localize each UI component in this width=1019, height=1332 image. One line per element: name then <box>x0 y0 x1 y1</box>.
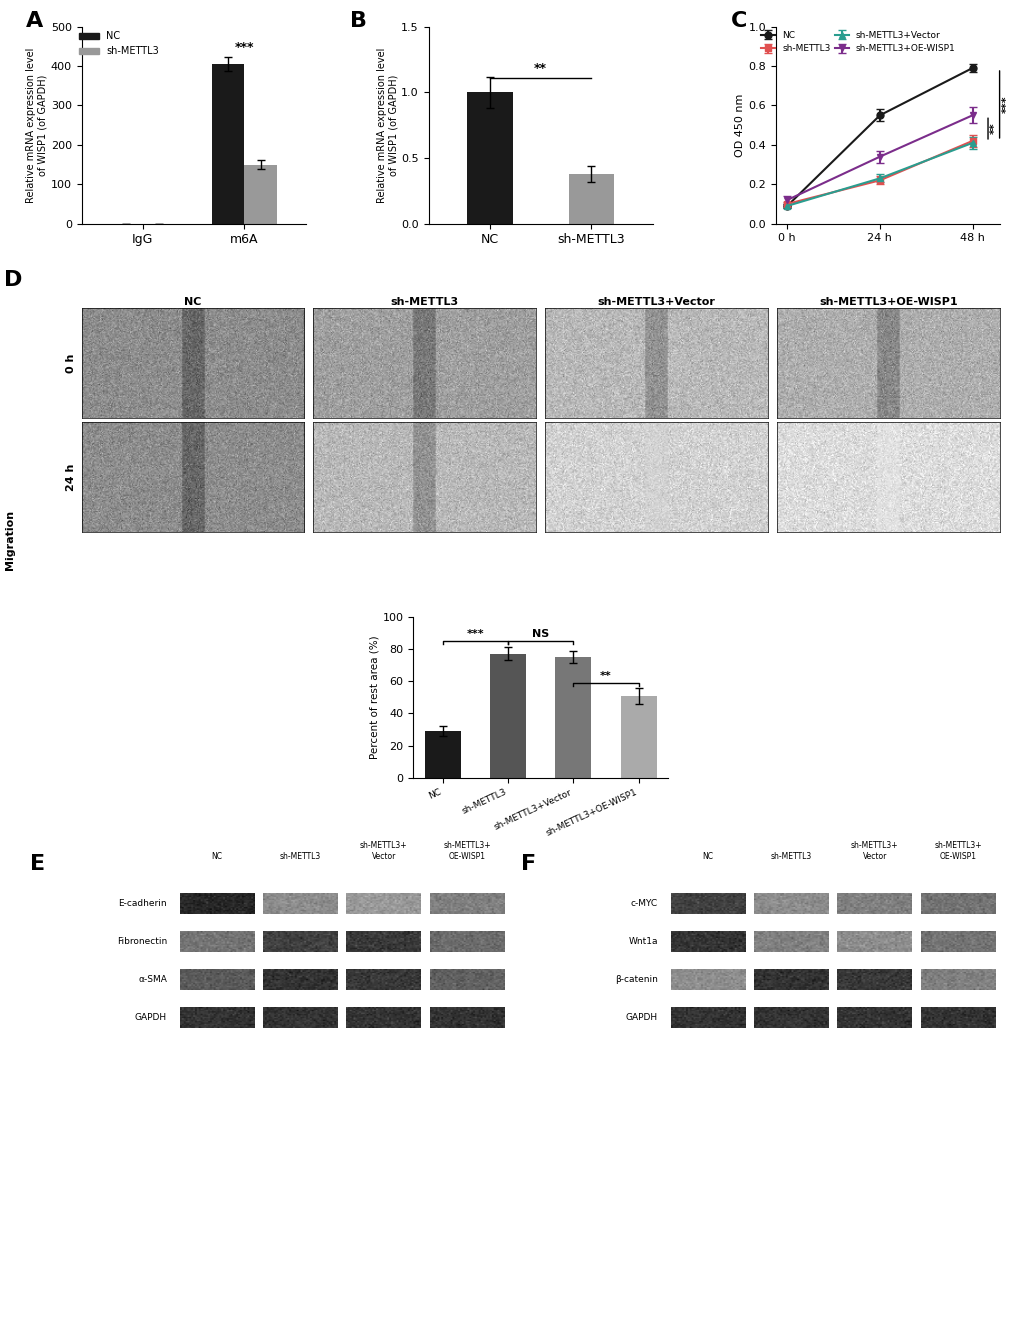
Text: NS: NS <box>532 629 548 639</box>
Text: Fibronectin: Fibronectin <box>116 936 167 946</box>
Text: NC: NC <box>702 851 713 860</box>
Text: **: ** <box>534 63 546 75</box>
Bar <box>554 657 591 778</box>
Y-axis label: Percent of rest area (%): Percent of rest area (%) <box>369 635 379 759</box>
Bar <box>620 695 656 778</box>
Text: **: ** <box>989 123 999 135</box>
Text: Wnt1a: Wnt1a <box>628 936 657 946</box>
Text: D: D <box>4 270 22 290</box>
Bar <box>424 731 461 778</box>
Y-axis label: Relative mRNA expression level
of WISP1 (of GAPDH): Relative mRNA expression level of WISP1 … <box>377 48 398 202</box>
Y-axis label: 24 h: 24 h <box>66 464 76 492</box>
Title: sh-METTL3+OE-WISP1: sh-METTL3+OE-WISP1 <box>818 297 957 308</box>
Title: sh-METTL3: sh-METTL3 <box>390 297 459 308</box>
Title: NC: NC <box>184 297 202 308</box>
Text: α-SMA: α-SMA <box>138 975 167 984</box>
Y-axis label: Relative mRNA expression level
of WISP1 (of GAPDH): Relative mRNA expression level of WISP1 … <box>26 48 48 202</box>
Legend: NC, sh-METTL3: NC, sh-METTL3 <box>75 28 163 60</box>
Text: sh-METTL3: sh-METTL3 <box>279 851 321 860</box>
Text: sh-METTL3: sh-METTL3 <box>770 851 811 860</box>
Text: ***: *** <box>466 629 484 639</box>
Text: Migration: Migration <box>5 509 15 570</box>
Text: NC: NC <box>212 851 222 860</box>
Text: B: B <box>350 11 367 31</box>
Bar <box>568 173 613 224</box>
Text: **: ** <box>599 671 611 681</box>
Text: E: E <box>31 854 46 874</box>
Text: ***: *** <box>1001 96 1011 113</box>
Text: GAPDH: GAPDH <box>135 1012 167 1022</box>
Text: C: C <box>731 11 747 31</box>
Text: sh-METTL3+
OE-WISP1: sh-METTL3+ OE-WISP1 <box>933 842 981 860</box>
Bar <box>489 654 526 778</box>
Bar <box>245 165 277 224</box>
Legend: NC, sh-METTL3, sh-METTL3+Vector, sh-METTL3+OE-WISP1: NC, sh-METTL3, sh-METTL3+Vector, sh-METT… <box>757 27 958 57</box>
Text: A: A <box>25 11 43 31</box>
Bar <box>467 92 513 224</box>
Bar <box>212 64 245 224</box>
Text: sh-METTL3+
OE-WISP1: sh-METTL3+ OE-WISP1 <box>442 842 490 860</box>
Y-axis label: OD 450 nm: OD 450 nm <box>735 93 745 157</box>
Text: sh-METTL3+
Vector: sh-METTL3+ Vector <box>360 842 408 860</box>
Text: c-MYC: c-MYC <box>631 899 657 907</box>
Text: F: F <box>521 854 536 874</box>
Text: ***: *** <box>234 41 254 55</box>
Text: E-cadherin: E-cadherin <box>118 899 167 907</box>
Y-axis label: 0 h: 0 h <box>66 353 76 373</box>
Text: sh-METTL3+
Vector: sh-METTL3+ Vector <box>850 842 898 860</box>
Title: sh-METTL3+Vector: sh-METTL3+Vector <box>597 297 714 308</box>
Text: GAPDH: GAPDH <box>626 1012 657 1022</box>
Text: β-catenin: β-catenin <box>614 975 657 984</box>
